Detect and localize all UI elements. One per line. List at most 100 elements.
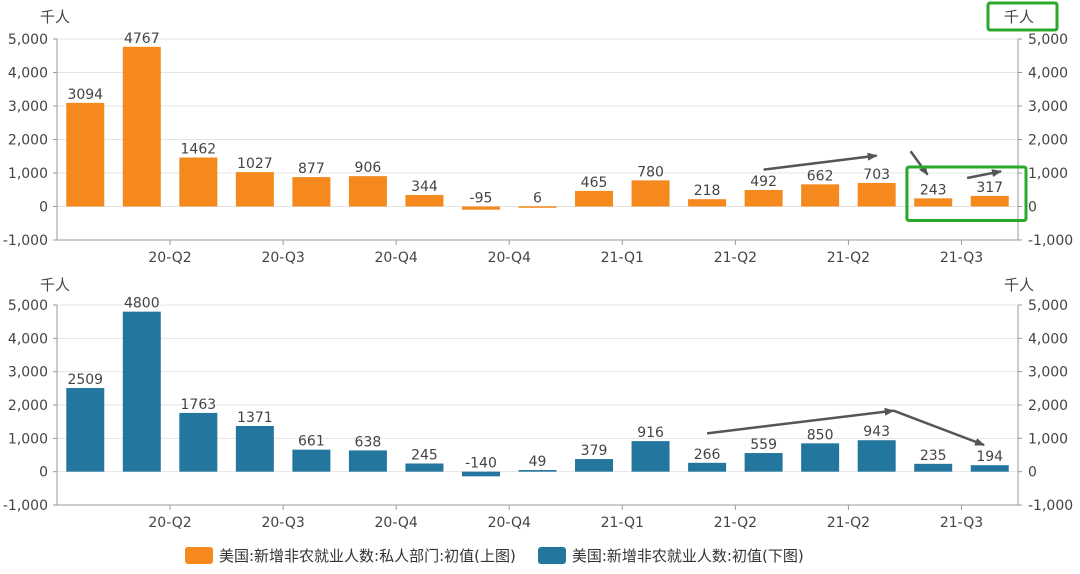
bottom-trend-arrow [893,409,986,447]
bottom-ytick-right: -1,000 [1028,498,1073,514]
bottom-ytick-right: 1,000 [1028,431,1068,447]
bottom-xtick-label: 20-Q3 [261,515,304,531]
top-bar-value-label: 492 [750,174,777,190]
bottom-bar-value-label: 379 [581,443,608,459]
bottom-xtick-label: 21-Q2 [714,515,757,531]
bottom-unit-right: 千人 [1004,276,1034,294]
bottom-bar [801,443,840,472]
bottom-bar-value-label: 1763 [181,397,217,413]
bottom-ytick-left: 4,000 [8,331,48,347]
top-ytick-right: 4,000 [1028,66,1068,82]
top-bar-value-label: 4767 [124,31,160,47]
legend-label-total-payrolls: 美国:新增非农就业人数:初值(下图) [571,547,804,565]
top-bar-value-label: 906 [355,160,382,176]
top-ytick-left: 5,000 [8,32,48,48]
bottom-bar-value-label: 49 [529,454,547,470]
bottom-ytick-left: 1,000 [8,431,48,447]
top-bar [631,180,670,207]
bottom-bar [348,450,387,472]
top-xtick-label: 21-Q1 [601,250,644,266]
top-bar [122,46,161,207]
top-bar [688,199,727,207]
bottom-bar [122,311,161,472]
top-bar [518,206,557,208]
bottom-bar [857,440,896,472]
bottom-bar-value-label: 943 [863,424,890,440]
bottom-bar-value-label: 661 [298,434,325,450]
top-bar [66,102,105,207]
top-trend-arrow [909,150,929,176]
legend-swatch-blue [537,547,566,564]
bottom-bar-value-label: 850 [807,427,834,443]
top-ytick-left: 3,000 [8,99,48,115]
bottom-bar-value-label: -140 [465,456,497,472]
bottom-ytick-left: 0 [39,465,48,481]
top-bar [461,206,500,210]
top-ytick-left: 0 [39,200,48,216]
top-bar-value-label: 3094 [67,87,103,103]
top-trend-arrow [966,169,1003,180]
bottom-bar-value-label: 4800 [124,296,160,312]
top-bar [179,157,218,207]
top-ytick-left: 1,000 [8,166,48,182]
bottom-ytick-right: 0 [1028,465,1037,481]
bottom-bar-value-label: 638 [355,434,382,450]
top-highlight-box-bars [905,165,1028,222]
top-bar [914,198,953,207]
bottom-xtick-label: 20-Q4 [375,515,418,531]
top-bar-value-label: 218 [694,183,721,199]
top-trend-arrow [763,152,878,171]
legend-item-private-payrolls[interactable]: 美国:新增非农就业人数:私人部门:初值(上图) [185,545,516,566]
bottom-ytick-left: 2,000 [8,398,48,414]
top-bar-value-label: 1462 [181,142,217,158]
bottom-bar-value-label: 194 [976,449,1003,465]
bottom-bar [575,459,614,472]
bottom-bar-value-label: 559 [750,437,777,453]
bottom-ytick-right: 5,000 [1028,298,1068,314]
top-bar [857,182,896,207]
top-bar-value-label: 1027 [237,156,273,172]
legend-label-private-payrolls: 美国:新增非农就业人数:私人部门:初值(上图) [219,547,516,565]
top-xtick-label: 21-Q3 [940,250,983,266]
bottom-bar-value-label: 245 [411,448,438,464]
bottom-bar [292,449,331,472]
top-ytick-left: 4,000 [8,66,48,82]
bottom-bar-value-label: 2509 [67,372,103,388]
top-unit-right: 千人 [1004,8,1034,26]
bottom-bar-value-label: 235 [920,448,947,464]
top-ytick-right: -1,000 [1028,233,1073,249]
top-unit-left: 千人 [40,8,70,26]
top-bar-value-label: 344 [411,179,438,195]
bottom-xtick-label: 21-Q3 [940,515,983,531]
top-ytick-right: 1,000 [1028,166,1068,182]
top-xtick-label: 20-Q2 [148,250,191,266]
bottom-ytick-right: 2,000 [1028,398,1068,414]
legend-item-total-payrolls[interactable]: 美国:新增非农就业人数:初值(下图) [537,545,804,566]
top-xtick-label: 20-Q4 [375,250,418,266]
bottom-xtick-label: 20-Q2 [148,515,191,531]
bottom-bar [405,463,444,472]
bottom-bar [914,463,953,472]
top-bar [292,177,331,207]
top-xtick-label: 21-Q2 [714,250,757,266]
top-bar [801,184,840,207]
bottom-bar [461,471,500,477]
bottom-unit-left: 千人 [40,276,70,294]
bottom-bar-value-label: 1371 [237,410,273,426]
top-xtick-label: 20-Q4 [488,250,531,266]
bottom-xtick-label: 21-Q2 [827,515,870,531]
top-xtick-label: 20-Q3 [261,250,304,266]
top-ytick-right: 5,000 [1028,32,1068,48]
top-bar-value-label: 662 [807,168,834,184]
top-bar [970,195,1009,207]
legend-swatch-orange [185,547,213,564]
bottom-ytick-left: -1,000 [3,498,48,514]
bottom-trend-arrow [706,407,895,435]
top-bar [235,172,274,207]
top-highlight-box-unit [986,1,1059,32]
bottom-bar [179,412,218,472]
bottom-bar-value-label: 266 [694,447,721,463]
bottom-bar [970,465,1009,472]
top-bar-value-label: 6 [533,190,542,206]
top-xtick-label: 21-Q2 [827,250,870,266]
